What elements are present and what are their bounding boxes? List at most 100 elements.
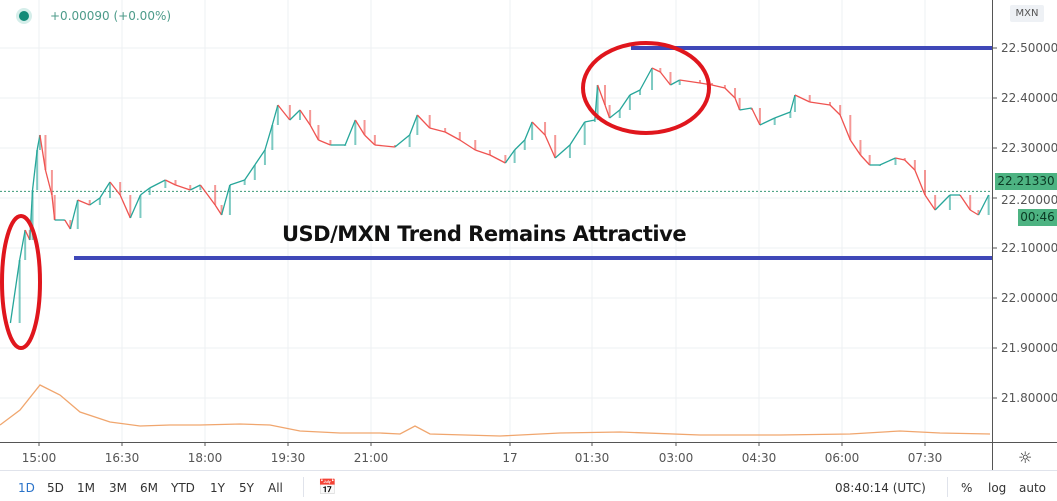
toolbar-divider xyxy=(947,477,948,497)
volume-moving-average xyxy=(0,384,991,437)
price-segment xyxy=(244,164,256,181)
candle xyxy=(894,158,897,165)
candle xyxy=(934,195,937,210)
price-segment xyxy=(416,114,431,129)
price-segment xyxy=(475,149,491,156)
candle xyxy=(948,195,951,210)
price-segment xyxy=(189,184,201,191)
range-all[interactable]: All xyxy=(268,481,283,495)
candle xyxy=(903,158,906,160)
price-segment xyxy=(524,121,533,141)
candle xyxy=(263,150,266,165)
price-segment xyxy=(77,199,90,206)
price-segment xyxy=(99,181,111,199)
candle xyxy=(618,110,621,118)
price-tick-label: 22.20000 xyxy=(1001,193,1057,207)
price-segment xyxy=(934,194,951,211)
price-segment xyxy=(504,149,516,164)
candle xyxy=(408,135,411,147)
clock-utc[interactable]: 08:40:14 (UTC) xyxy=(835,481,926,495)
price-segment xyxy=(904,159,916,171)
candle xyxy=(829,102,832,105)
price-segment xyxy=(109,181,121,196)
candle xyxy=(199,185,202,190)
price-segment xyxy=(254,149,266,166)
time-axis[interactable]: 15:00 16:30 18:00 19:30 21:00 17 01:30 03:00 04:… xyxy=(22,442,943,465)
price-segment xyxy=(199,184,216,206)
candle xyxy=(31,190,34,240)
candle xyxy=(738,98,741,110)
time-tick-label: 15:00 xyxy=(22,451,57,465)
range-ytd[interactable]: YTD xyxy=(171,481,195,495)
candle xyxy=(428,115,431,128)
price-segment xyxy=(829,104,841,116)
range-6m[interactable]: 6M xyxy=(140,481,158,495)
candle xyxy=(969,195,972,210)
price-segment xyxy=(175,184,191,191)
price-chart[interactable]: 22.50000 22.40000 22.30000 22.20000 22.10000… xyxy=(0,0,1057,470)
price-segment xyxy=(429,127,446,133)
candle xyxy=(513,150,516,163)
candle xyxy=(698,80,701,83)
range-1y[interactable]: 1Y xyxy=(210,481,225,495)
price-segment xyxy=(544,134,556,159)
candle xyxy=(544,122,547,135)
range-5d[interactable]: 5D xyxy=(47,481,64,495)
candle xyxy=(38,135,41,150)
candle xyxy=(444,128,447,132)
candle xyxy=(298,110,301,120)
candle xyxy=(651,68,654,90)
price-segment xyxy=(849,139,861,156)
currency-label[interactable]: MXN xyxy=(1010,5,1044,22)
auto-scale-toggle[interactable]: auto xyxy=(1019,481,1047,495)
price-segment xyxy=(751,107,761,126)
candle xyxy=(243,180,246,185)
price-tick-label: 21.80000 xyxy=(1001,391,1057,405)
candle xyxy=(924,170,926,195)
price-segment xyxy=(629,89,641,96)
candle xyxy=(531,122,534,140)
time-tick-label: 21:00 xyxy=(354,451,389,465)
range-1d[interactable]: 1D xyxy=(18,481,35,495)
range-5y[interactable]: 5Y xyxy=(239,481,254,495)
range-3m[interactable]: 3M xyxy=(109,481,127,495)
price-segment xyxy=(774,111,791,119)
price-segment xyxy=(277,104,291,121)
grid xyxy=(0,0,992,442)
percent-scale-toggle[interactable]: % xyxy=(961,481,973,495)
price-tick-label: 22.40000 xyxy=(1001,91,1057,105)
candle xyxy=(793,95,796,112)
price-segment xyxy=(344,119,356,146)
candle xyxy=(174,180,177,185)
price-segment xyxy=(651,67,661,73)
price-segment xyxy=(639,67,653,91)
candle xyxy=(554,135,557,158)
candle xyxy=(773,118,776,125)
price-segment xyxy=(759,117,775,126)
candle xyxy=(309,110,312,125)
time-tick-label: 19:30 xyxy=(271,451,306,465)
candle xyxy=(523,140,526,150)
candle xyxy=(76,200,79,229)
candle xyxy=(50,170,53,195)
price-tick-label: 22.30000 xyxy=(1001,141,1057,155)
gear-icon[interactable]: ☼ xyxy=(1018,448,1033,467)
log-scale-toggle[interactable]: log xyxy=(988,481,1007,495)
candle xyxy=(18,260,21,323)
candle xyxy=(288,105,291,120)
time-tick-label: 01:30 xyxy=(575,451,610,465)
candle xyxy=(603,85,606,105)
price-segment xyxy=(444,131,461,141)
time-tick-label: 03:00 xyxy=(659,451,694,465)
range-1m[interactable]: 1M xyxy=(77,481,95,495)
price-segment xyxy=(597,84,606,106)
candle xyxy=(220,205,223,215)
highlight-circle-peak[interactable] xyxy=(581,41,711,135)
price-segment xyxy=(129,194,142,219)
highlight-circle-start[interactable] xyxy=(0,214,42,350)
price-axis[interactable]: 22.50000 22.40000 22.30000 22.20000 22.10000… xyxy=(992,41,1057,405)
candle xyxy=(659,68,662,72)
go-to-date-calendar-icon[interactable]: 📅 xyxy=(318,478,337,496)
candle xyxy=(639,90,642,95)
candle xyxy=(474,140,477,150)
